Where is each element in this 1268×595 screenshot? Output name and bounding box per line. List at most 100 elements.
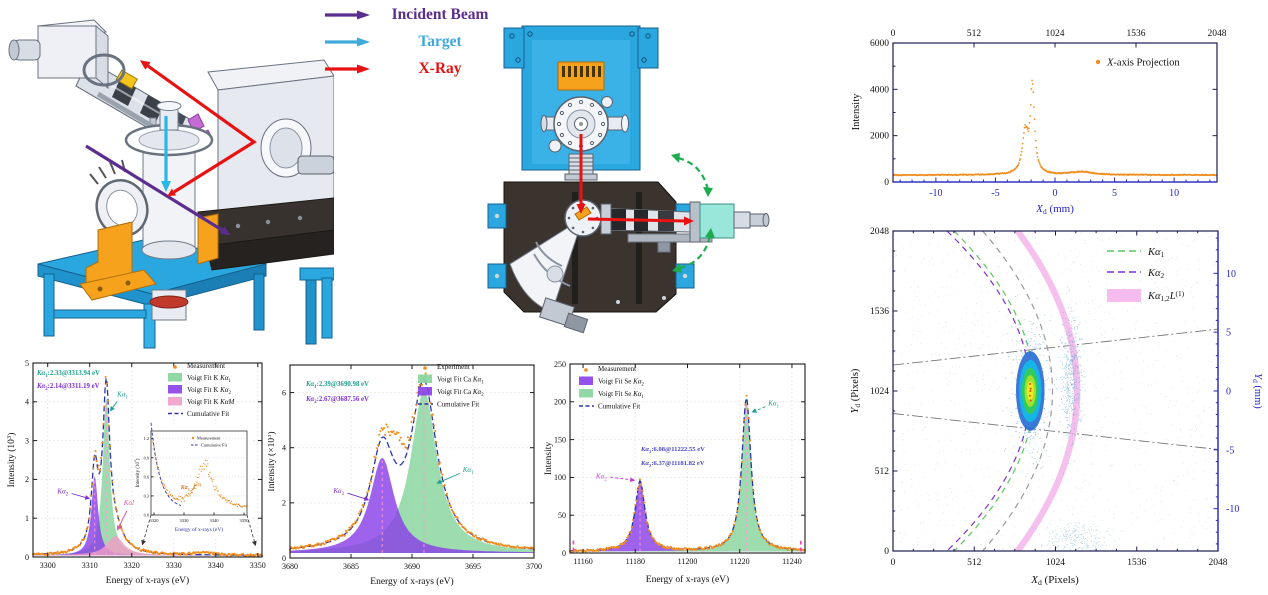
- y-axis-label: Intensity: [851, 93, 862, 130]
- target-arrow: [161, 116, 171, 192]
- y-axis-label: Yd (Pixels): [850, 368, 862, 413]
- x-tick: 3310: [82, 561, 98, 570]
- spectrum_K-svg: 3300 3310 3320 3330 3340 3350 0 1 2 3 4 5 Energy of …: [6, 359, 266, 586]
- inset-x-tick: 3320: [150, 518, 160, 523]
- legend-label: Voigt Fit Se Kα1: [598, 390, 644, 400]
- incident-beam-arrow: [85, 144, 231, 236]
- orange-mounts: [79, 213, 219, 301]
- inset-y-label: Intensity (102): [133, 458, 141, 487]
- y-tick: 0: [884, 178, 889, 188]
- vacuum-chamber: [89, 101, 214, 321]
- target-arrow-icon: [325, 37, 370, 47]
- x-tick: 3300: [40, 561, 56, 570]
- x-tick: 3695: [465, 562, 481, 571]
- legend-label: Voigt Fit K Kα1: [187, 374, 231, 384]
- right-tick-mm: 0: [1226, 387, 1231, 398]
- inset-y-tick: 0.0: [144, 513, 149, 518]
- inset-x-tick: 3340: [210, 518, 220, 523]
- x-tick: 512: [967, 558, 982, 568]
- cad-top-view-drawing: [487, 25, 770, 334]
- peak-label: Kα1: [462, 466, 474, 476]
- voigt-fill: [33, 475, 262, 556]
- legend-row-incident-beam: Incident Beam: [323, 6, 513, 24]
- legend-label: Voigt Fit Ca Kα2: [437, 388, 484, 398]
- legend-label: Measurement: [187, 362, 225, 370]
- legend-row-target: Target: [323, 33, 513, 51]
- top-axis-tick: 1536: [1127, 29, 1146, 39]
- peak-label: KαM: [123, 499, 139, 507]
- y-tick: 4000: [870, 85, 889, 95]
- spectrum-legend: Measurement Voigt Fit K Kα1 Voigt Fit K Kα…: [168, 362, 235, 418]
- y-tick: 512: [875, 467, 890, 477]
- spectrum-legend: Measurement Voigt Fit Se Kα2 Voigt Fit Se …: [579, 365, 644, 411]
- x-tick: 2048: [1209, 558, 1228, 568]
- projection-legend: X-axis Projection: [1095, 58, 1180, 69]
- x-tick: 11160: [573, 557, 592, 566]
- y-tick: 2: [25, 475, 29, 484]
- inset-x-tick: 3350: [240, 518, 250, 523]
- camera-box-cyan: [689, 201, 770, 243]
- inset-x-label: Energy of x-rays (eV): [175, 526, 223, 533]
- x-projection-plot: 0 512 1024 1536 2048 0 2000 4000 6000 -10 -5 0 5 10 Xd…: [845, 0, 1268, 224]
- spectrum-K-plot: 3300 3310 3320 3330 3340 3350 0 1 2 3 4 5 Energy of …: [6, 352, 270, 595]
- x-tick: 3350: [250, 561, 266, 570]
- legend-label: Cumulative Fit: [437, 401, 479, 409]
- Kalpha1-curve: [953, 231, 1035, 551]
- legend-label: Voigt Fit Ca Kα1: [437, 376, 484, 386]
- legend-kalpha1: Kα1: [1147, 247, 1165, 259]
- y-tick: 3: [25, 436, 29, 445]
- y-tick: 0: [562, 549, 566, 558]
- peak-annotation: Kα1:2.33@3313.94 eV: [36, 370, 100, 379]
- flange-bolt-ring: [556, 99, 606, 149]
- y-tick: 0: [282, 554, 286, 563]
- legend-kalpha12L: Kα1,2L(1): [1147, 289, 1185, 303]
- inset-legend-measurement: Measurement: [197, 436, 221, 441]
- inset-satellite-label: Kα1,2L(1): [180, 482, 202, 492]
- x-tick: 3320: [124, 561, 140, 570]
- inset-x-tick: 3330: [180, 518, 190, 523]
- x-tick-mm: -10: [929, 188, 942, 199]
- top-axis-tick: 512: [967, 29, 982, 39]
- inset-y-tick: 0.3: [144, 494, 149, 499]
- legend-label: Experiment: [437, 363, 470, 371]
- x-tick: 3680: [282, 562, 298, 571]
- peak-label: Kα2: [332, 487, 344, 497]
- y-tick: 2: [282, 499, 286, 508]
- top-clamp-orange: [557, 61, 605, 91]
- x-tick: 3340: [208, 561, 224, 570]
- voigt-fill: [290, 390, 534, 554]
- y-tick: 4: [282, 444, 286, 453]
- y-tick: 4: [25, 398, 29, 407]
- spectrum_Se-svg: 11160 11180 11200 11220 11240 0 50 100 150 200 250…: [544, 360, 807, 585]
- legend-label: X-axis Projection: [1106, 58, 1180, 69]
- y-tick: 250: [554, 360, 566, 369]
- peak-label: Kα1: [116, 390, 128, 400]
- peak-annotation: Kα2:6.37@11181.82 eV: [640, 460, 705, 468]
- x-tick-mm: 0: [1053, 188, 1058, 199]
- x-tick: 1536: [1127, 558, 1146, 568]
- Kalpha2-curve: [946, 231, 1031, 551]
- spectrum-legend: Experiment Voigt Fit Ca Kα1 Voigt Fit Ca K…: [418, 363, 484, 409]
- xray-path-arrow: [139, 60, 257, 197]
- x-axis-label: Xd (Pixels): [1030, 574, 1079, 587]
- reference-curve: [982, 231, 1054, 551]
- x-tick: 3690: [404, 562, 420, 571]
- peak-annotation: Kα1:6.08@11222.55 eV: [640, 446, 705, 454]
- x-tick-mm: 10: [1169, 188, 1179, 199]
- y-tick: 100: [554, 473, 566, 482]
- upper-chamber-flange: [540, 96, 629, 153]
- xray-label: X-Ray: [418, 60, 462, 77]
- y-tick: 2048: [870, 227, 889, 237]
- y-tick: 2000: [870, 132, 889, 142]
- y-tick: 1536: [870, 307, 889, 317]
- x-projection-svg: 0 512 1024 1536 2048 0 2000 4000 6000 -10 -5 0 5 10 Xd…: [851, 29, 1227, 216]
- x-tick: 11240: [782, 557, 802, 566]
- y-tick: 1: [25, 514, 29, 523]
- rotary-arm: [509, 216, 589, 334]
- cad-isometric-view: [2, 2, 334, 350]
- x-axis-label: Energy of x-rays (eV): [646, 574, 729, 585]
- inset-legend-cumulative: Cumulative Fit: [201, 443, 228, 448]
- xray-arrow-icon: [325, 64, 370, 74]
- y-axis-label: Intensity (×103): [268, 431, 277, 491]
- detector-plot-area: [893, 231, 1218, 551]
